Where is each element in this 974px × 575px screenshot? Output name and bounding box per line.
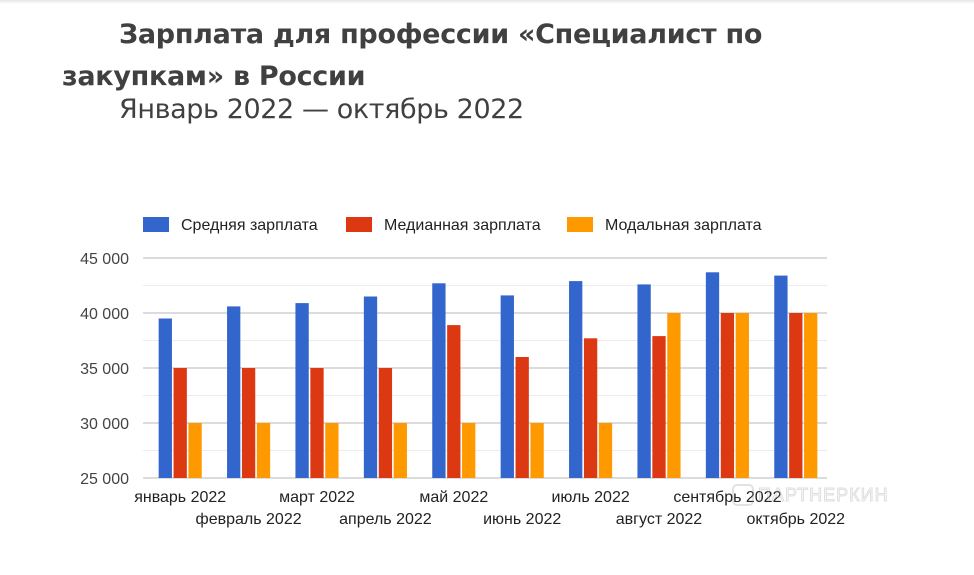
bar-average xyxy=(158,318,172,478)
legend-item: Средняя зарплата xyxy=(143,217,318,234)
bar-modal xyxy=(393,423,407,478)
legend-swatch xyxy=(346,217,372,232)
bar-median xyxy=(720,313,735,478)
x-tick-label: май 2022 xyxy=(419,489,488,506)
bars xyxy=(158,272,818,478)
bar-median xyxy=(310,368,324,478)
legend-item: Модальная зарплата xyxy=(567,217,762,234)
legend-label: Модальная зарплата xyxy=(605,217,762,234)
watermark: ПАРТНЕРКИН xyxy=(732,484,889,506)
x-tick-label: апрель 2022 xyxy=(339,511,432,528)
bar-modal xyxy=(188,423,202,478)
legend-label: Медианная зарплата xyxy=(384,217,541,234)
legend-label: Средняя зарплата xyxy=(181,217,318,234)
y-tick-label: 45 000 xyxy=(80,251,129,268)
bar-median xyxy=(241,368,256,478)
legend-item: Медианная зарплата xyxy=(346,217,541,234)
bar-median xyxy=(515,357,529,478)
bar-modal xyxy=(325,423,339,478)
bar-average xyxy=(500,295,514,478)
bar-median xyxy=(447,325,461,478)
x-tick-label: сентябрь 2022 xyxy=(673,489,781,506)
bar-median xyxy=(378,368,393,478)
y-tick-label: 30 000 xyxy=(80,416,129,433)
bar-modal xyxy=(667,313,681,478)
bar-modal xyxy=(735,313,749,478)
legend-swatch xyxy=(567,217,593,232)
bar-average xyxy=(637,284,651,478)
chart-title: Зарплата для профессии «Специалист по за… xyxy=(62,19,763,92)
x-tick-label: октябрь 2022 xyxy=(747,511,846,528)
bar-modal xyxy=(804,313,818,478)
bar-modal xyxy=(598,423,613,478)
legend-swatch xyxy=(143,217,169,232)
y-axis: 25 000 30 000 35 000 40 000 45 000 xyxy=(80,251,129,488)
bar-average xyxy=(432,283,446,478)
bar-average xyxy=(363,296,378,478)
top-shadow xyxy=(0,0,974,4)
bar-modal xyxy=(256,423,271,478)
x-tick-label: январь 2022 xyxy=(134,489,226,506)
watermark-text: ПАРТНЕРКИН xyxy=(758,484,889,505)
bar-modal xyxy=(462,423,476,478)
chart-subtitle: Январь 2022 — октябрь 2022 xyxy=(119,94,524,125)
bar-average xyxy=(569,281,583,478)
bar-median xyxy=(789,313,803,478)
bar-average xyxy=(227,306,241,478)
bar-average xyxy=(705,272,720,478)
x-tick-label: июнь 2022 xyxy=(483,511,561,528)
watermark-logo-icon xyxy=(732,484,754,506)
x-tick-label: март 2022 xyxy=(279,489,355,506)
bar-average xyxy=(774,275,788,478)
x-tick-label: июль 2022 xyxy=(551,489,629,506)
bar-average xyxy=(295,303,309,478)
x-tick-label: февраль 2022 xyxy=(196,511,302,528)
y-tick-label: 35 000 xyxy=(80,361,129,378)
y-tick-label: 25 000 xyxy=(80,471,129,488)
bar-median xyxy=(173,368,187,478)
bar-median xyxy=(583,338,598,478)
bar-median xyxy=(652,336,666,478)
x-tick-label: август 2022 xyxy=(616,511,703,528)
y-tick-label: 40 000 xyxy=(80,306,129,323)
bar-modal xyxy=(530,423,544,478)
x-axis: январь 2022 февраль 2022 март 2022 апрель 2… xyxy=(134,489,845,528)
legend: Средняя зарплата Медианная зарплата Модаль… xyxy=(143,217,762,234)
